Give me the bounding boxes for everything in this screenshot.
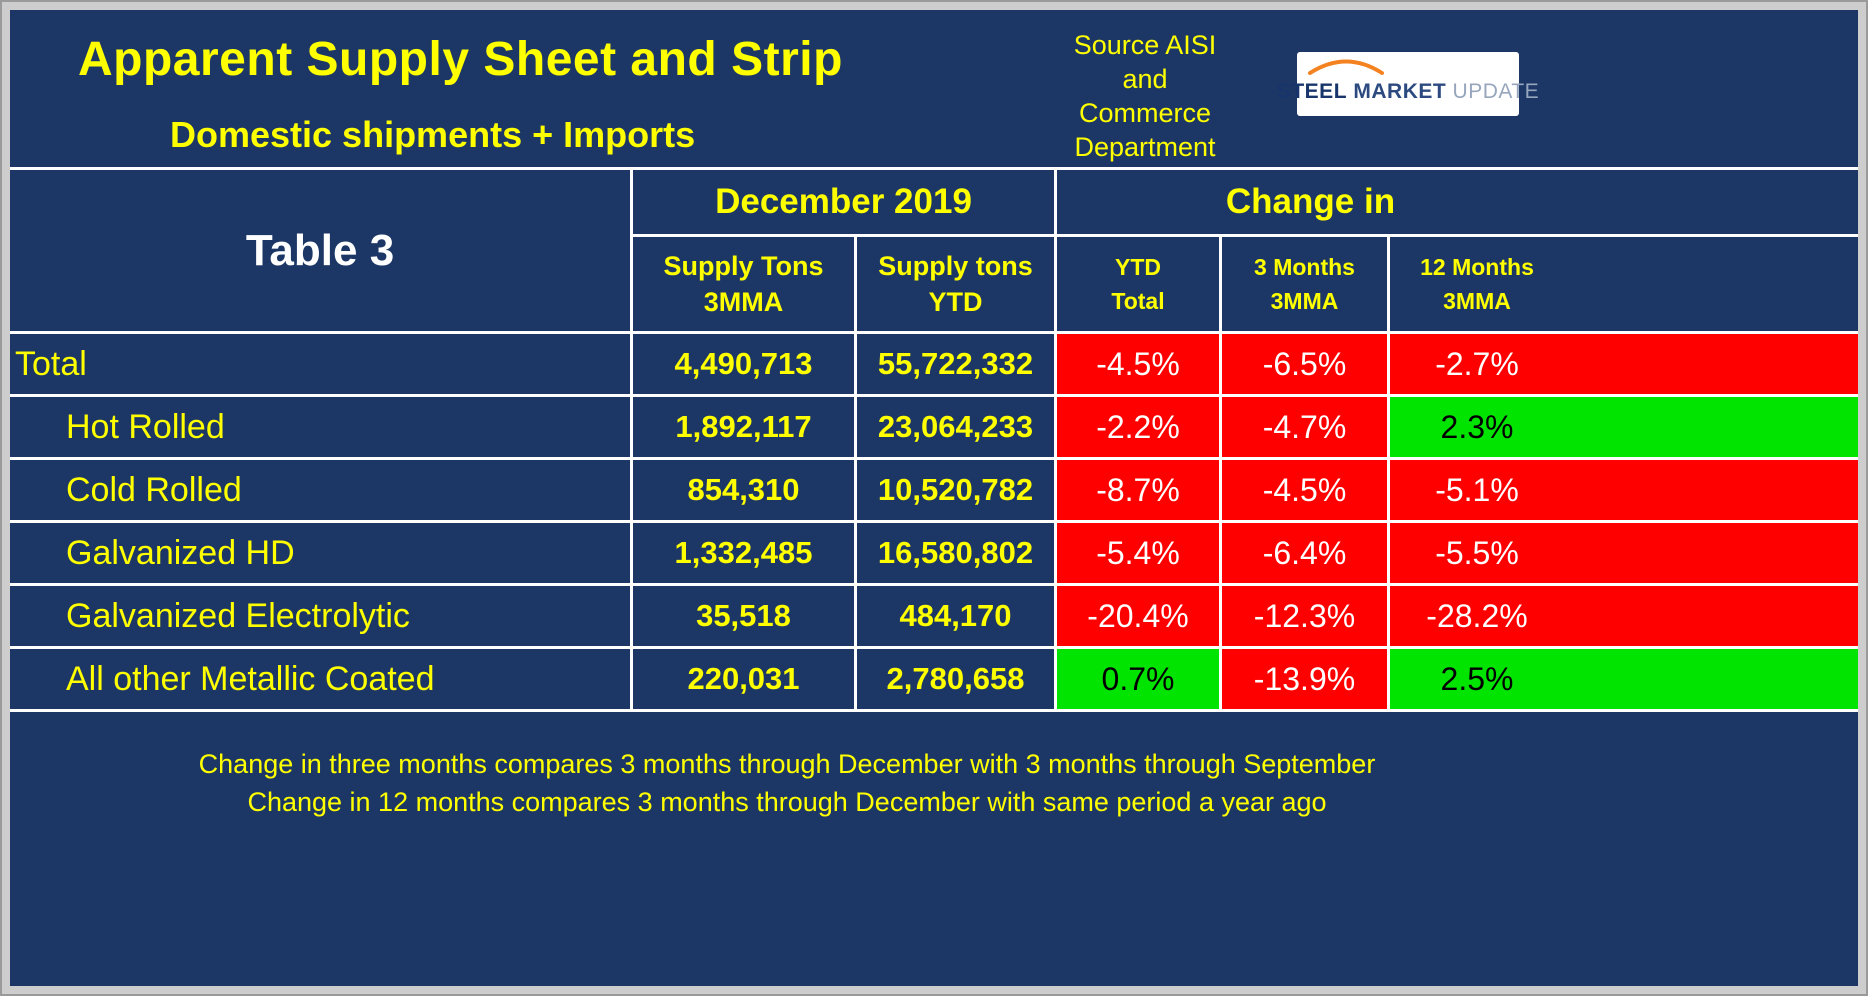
change-ytd-total-cell: -20.4% bbox=[1057, 586, 1222, 646]
change-ytd-total-cell: 0.7% bbox=[1057, 649, 1222, 709]
supply-ytd-value: 16,580,802 bbox=[857, 523, 1057, 583]
change-ytd-total-cell: -5.4% bbox=[1057, 523, 1222, 583]
column-header-supply-ytd: Supply tons YTD bbox=[857, 237, 1057, 331]
row-label: Cold Rolled bbox=[10, 460, 633, 520]
page-subtitle: Domestic shipments + Imports bbox=[170, 114, 696, 155]
group-header-december-2019: December 2019 bbox=[633, 170, 1057, 237]
row-color-continuation bbox=[1564, 523, 1858, 583]
change-12-months-cell: 2.5% bbox=[1390, 649, 1564, 709]
supply-3mma-value: 1,892,117 bbox=[633, 397, 857, 457]
supply-ytd-value: 10,520,782 bbox=[857, 460, 1057, 520]
footnote-12-months: Change in 12 months compares 3 months th… bbox=[247, 786, 1327, 817]
row-color-continuation bbox=[1564, 586, 1858, 646]
row-color-continuation bbox=[1564, 649, 1858, 709]
change-3-months-cell: -4.5% bbox=[1222, 460, 1390, 520]
logo-word-update: UPDATE bbox=[1452, 80, 1540, 103]
change-12-months-cell: 2.3% bbox=[1390, 397, 1564, 457]
row-color-continuation bbox=[1564, 460, 1858, 520]
footnote-3-months: Change in three months compares 3 months… bbox=[198, 749, 1376, 779]
supply-3mma-value: 35,518 bbox=[633, 586, 857, 646]
change-12-months-cell: -28.2% bbox=[1390, 586, 1564, 646]
change-ytd-total-cell: -4.5% bbox=[1057, 334, 1222, 394]
change-3-months-cell: -6.4% bbox=[1222, 523, 1390, 583]
logo-word-market: MARKET bbox=[1353, 80, 1447, 103]
change-3-months-cell: -12.3% bbox=[1222, 586, 1390, 646]
supply-3mma-value: 4,490,713 bbox=[633, 334, 857, 394]
row-label: Galvanized HD bbox=[10, 523, 633, 583]
change-12-months-cell: -5.1% bbox=[1390, 460, 1564, 520]
column-header-supply-3mma: Supply Tons 3MMA bbox=[633, 237, 857, 331]
table-body: Total 4,490,713 55,722,332 -4.5% -6.5% -… bbox=[10, 334, 1858, 712]
change-3-months-cell: -4.7% bbox=[1222, 397, 1390, 457]
change-12-months-cell: -5.5% bbox=[1390, 523, 1564, 583]
page-title: Apparent Supply Sheet and Strip bbox=[78, 33, 843, 86]
table-number-label: Table 3 bbox=[10, 170, 633, 331]
row-color-continuation bbox=[1564, 334, 1858, 394]
table-row: Total 4,490,713 55,722,332 -4.5% -6.5% -… bbox=[10, 334, 1858, 397]
supply-ytd-value: 23,064,233 bbox=[857, 397, 1057, 457]
logo-swoosh-icon bbox=[1308, 59, 1384, 75]
footer: Change in three months compares 3 months… bbox=[10, 712, 1858, 986]
supply-ytd-value: 55,722,332 bbox=[857, 334, 1057, 394]
change-ytd-total-cell: -8.7% bbox=[1057, 460, 1222, 520]
table-row: Hot Rolled 1,892,117 23,064,233 -2.2% -4… bbox=[10, 397, 1858, 460]
row-color-continuation bbox=[1564, 397, 1858, 457]
row-label: Total bbox=[10, 334, 633, 394]
logo-text: STEEL MARKET UPDATE bbox=[1277, 80, 1539, 104]
column-header-3-months-3mma: 3 Months 3MMA bbox=[1222, 237, 1390, 331]
header-spacer bbox=[1564, 237, 1858, 331]
row-label: Galvanized Electrolytic bbox=[10, 586, 633, 646]
supply-ytd-value: 2,780,658 bbox=[857, 649, 1057, 709]
supply-3mma-value: 854,310 bbox=[633, 460, 857, 520]
table-row: Galvanized HD 1,332,485 16,580,802 -5.4%… bbox=[10, 523, 1858, 586]
supply-3mma-value: 220,031 bbox=[633, 649, 857, 709]
column-header-ytd-total: YTD Total bbox=[1057, 237, 1222, 331]
supply-ytd-value: 484,170 bbox=[857, 586, 1057, 646]
table-row: Galvanized Electrolytic 35,518 484,170 -… bbox=[10, 586, 1858, 649]
steel-market-update-logo: STEEL MARKET UPDATE bbox=[1277, 52, 1539, 116]
table-row: All other Metallic Coated 220,031 2,780,… bbox=[10, 649, 1858, 712]
column-header-12-months-3mma: 12 Months 3MMA bbox=[1420, 253, 1534, 315]
change-3-months-cell: -6.5% bbox=[1222, 334, 1390, 394]
logo-word-steel: STEEL bbox=[1276, 80, 1348, 103]
row-label: All other Metallic Coated bbox=[10, 649, 633, 709]
header: Apparent Supply Sheet and Strip Domestic… bbox=[10, 10, 1858, 170]
change-ytd-total-cell: -2.2% bbox=[1057, 397, 1222, 457]
header-spacer bbox=[1564, 170, 1858, 237]
table-panel: Apparent Supply Sheet and Strip Domestic… bbox=[10, 10, 1858, 986]
change-12-months-cell: -2.7% bbox=[1390, 334, 1564, 394]
row-label: Hot Rolled bbox=[10, 397, 633, 457]
supply-3mma-value: 1,332,485 bbox=[633, 523, 857, 583]
table-row: Cold Rolled 854,310 10,520,782 -8.7% -4.… bbox=[10, 460, 1858, 523]
group-header-change-in: Change in bbox=[1057, 170, 1564, 237]
change-3-months-cell: -13.9% bbox=[1222, 649, 1390, 709]
table-header: Table 3 December 2019 Change in Supply T… bbox=[10, 170, 1858, 334]
source-note: Source AISI and Commerce Department bbox=[1073, 30, 1217, 163]
